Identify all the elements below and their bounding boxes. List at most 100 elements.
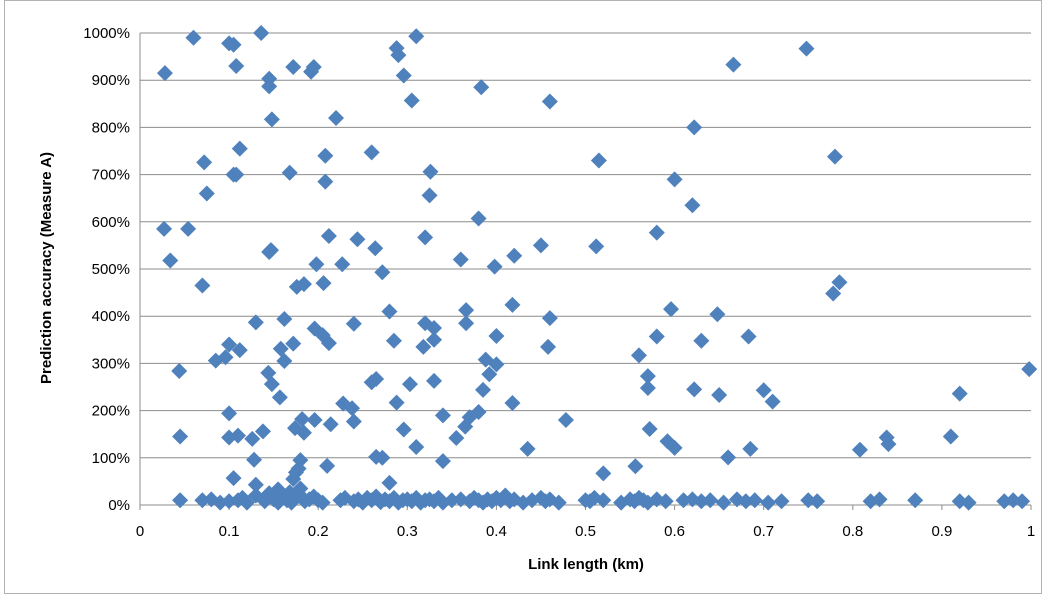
data-point: [907, 492, 924, 509]
data-point: [448, 429, 465, 446]
data-point: [385, 332, 402, 349]
data-point: [374, 449, 391, 466]
data-point: [261, 78, 278, 95]
data-point: [263, 111, 280, 128]
data-point: [473, 79, 490, 96]
data-point: [588, 238, 605, 255]
axes: [139, 33, 1032, 510]
data-point: [709, 306, 726, 323]
data-point: [666, 171, 683, 188]
data-point: [826, 148, 843, 165]
data-point: [641, 421, 658, 438]
data-point: [162, 252, 179, 269]
data-point: [315, 275, 332, 292]
data-point: [426, 331, 443, 348]
data-point: [657, 493, 674, 510]
x-tick-label: 0.7: [753, 523, 774, 540]
data-point: [426, 372, 443, 389]
data-point: [648, 328, 665, 345]
data-point: [285, 58, 302, 75]
data-point: [276, 311, 293, 328]
data-point: [540, 338, 557, 355]
data-point: [715, 494, 732, 511]
data-point: [825, 285, 842, 302]
data-point: [550, 494, 567, 511]
data-point: [702, 492, 719, 509]
data-point: [287, 464, 304, 481]
data-point: [725, 56, 742, 73]
x-tick-label: 0.8: [842, 523, 863, 540]
data-point: [1021, 361, 1038, 378]
data-point: [246, 451, 263, 468]
data-point: [871, 491, 888, 508]
data-point: [663, 301, 680, 318]
data-markers: [156, 25, 1038, 511]
data-point: [172, 428, 189, 445]
data-point: [194, 277, 211, 294]
x-tick-label: 0.1: [219, 523, 240, 540]
data-point: [281, 164, 298, 181]
data-point: [285, 335, 302, 352]
y-tick-label: 800%: [92, 119, 130, 136]
data-point: [486, 258, 503, 275]
data-point: [395, 67, 412, 84]
data-point: [798, 40, 815, 57]
data-point: [276, 353, 293, 370]
data-point: [263, 376, 280, 393]
gridlines: [140, 32, 1031, 459]
data-point: [434, 453, 451, 470]
y-tick-label: 500%: [92, 261, 130, 278]
y-tick-label: 700%: [92, 167, 130, 184]
data-point: [180, 220, 197, 237]
data-point: [156, 65, 173, 82]
x-tick-label: 0.3: [397, 523, 418, 540]
y-tick-labels: 0% 100% 200% 300% 400% 500% 600% 700% 800% 900% 10…: [83, 25, 130, 514]
data-point: [295, 276, 312, 293]
data-point: [317, 173, 334, 190]
data-point: [198, 185, 215, 202]
data-point: [225, 470, 242, 487]
data-point: [403, 92, 420, 109]
data-point: [417, 229, 434, 246]
data-point: [488, 356, 505, 373]
data-point: [426, 320, 443, 336]
data-point: [942, 428, 959, 445]
data-point: [519, 440, 536, 457]
y-tick-label: 400%: [92, 308, 130, 325]
data-point: [686, 381, 703, 398]
data-point: [541, 310, 558, 327]
data-point: [851, 441, 868, 458]
x-axis-title: Link length (km): [528, 556, 644, 573]
data-point: [345, 315, 362, 332]
data-point: [381, 303, 398, 320]
data-point: [755, 382, 772, 399]
data-point: [475, 381, 492, 398]
data-point: [271, 389, 288, 406]
x-tick-label: 0.4: [486, 523, 507, 540]
data-point: [960, 494, 977, 511]
data-point: [390, 47, 407, 64]
data-point: [388, 394, 405, 411]
data-point: [590, 152, 607, 169]
y-tick-label: 300%: [92, 355, 130, 372]
data-point: [368, 370, 385, 387]
data-point: [595, 465, 612, 482]
data-point: [172, 492, 189, 509]
data-point: [207, 352, 224, 369]
data-point: [408, 438, 425, 455]
data-point: [764, 393, 781, 410]
data-point: [504, 395, 521, 412]
x-tick-label: 1: [1027, 523, 1035, 540]
data-point: [231, 140, 248, 157]
data-point: [421, 187, 438, 204]
data-point: [627, 458, 644, 475]
data-point: [306, 412, 323, 429]
data-point: [156, 220, 173, 237]
data-point: [247, 476, 264, 493]
data-point: [504, 296, 521, 313]
data-point: [171, 362, 188, 379]
data-point: [686, 119, 703, 136]
data-point: [711, 387, 728, 404]
data-point: [292, 452, 309, 469]
data-point: [880, 436, 897, 453]
